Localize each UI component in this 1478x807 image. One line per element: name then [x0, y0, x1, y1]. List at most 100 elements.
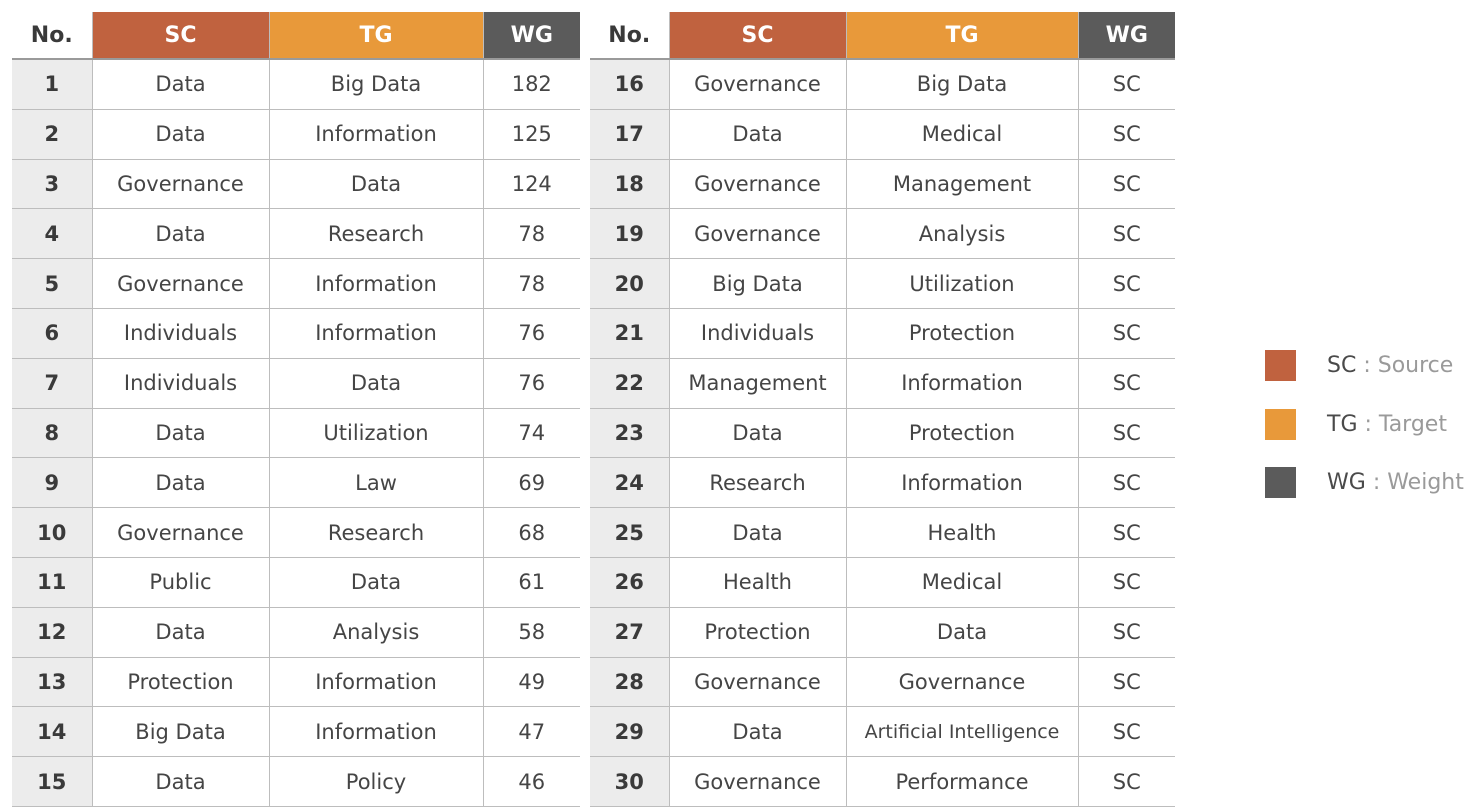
table-cell: Information — [269, 706, 484, 758]
table-cell: SC — [1078, 657, 1175, 708]
legend-label: TG : Target — [1327, 409, 1447, 440]
table-cell: 13 — [12, 657, 93, 708]
table-cell: Utilization — [846, 258, 1079, 309]
table-cell: Information — [846, 457, 1079, 509]
legend-key: TG — [1327, 412, 1358, 437]
table-cell: Health — [846, 507, 1079, 558]
table-cell: Public — [92, 557, 270, 608]
table-cell: Governance — [92, 258, 270, 309]
header-cell: SC — [92, 12, 270, 60]
table-row: 2 Data Information 125 — [12, 109, 580, 160]
table-row: 25 Data Health SC — [590, 507, 1175, 558]
table-cell: Law — [269, 457, 484, 509]
table-row: 14 Big Data Information 47 — [12, 706, 580, 758]
table-cell: 30 — [590, 756, 670, 807]
table-cell: 69 — [483, 457, 580, 509]
table-cell: 78 — [483, 258, 580, 309]
table-cell: 21 — [590, 308, 670, 359]
table-cell: 28 — [590, 657, 670, 708]
table-cell: Governance — [92, 159, 270, 210]
table-row: 17 Data Medical SC — [590, 109, 1175, 160]
table-cell: 22 — [590, 358, 670, 409]
table-row: 21 Individuals Protection SC — [590, 308, 1175, 359]
table-cell: Artificial Intelligence — [846, 706, 1079, 758]
data-table: No. SC TG WG 16 Governance Big Data SC 17 Data Med… — [590, 12, 1175, 807]
table-cell: Data — [669, 109, 847, 160]
header-cell: No. — [590, 12, 670, 60]
table-cell: Data — [92, 756, 270, 807]
table-cell: Data — [92, 457, 270, 509]
table-cell: Data — [92, 109, 270, 160]
table-cell: Big Data — [269, 59, 484, 110]
table-cell: Health — [669, 557, 847, 608]
table-cell: 27 — [590, 607, 670, 658]
table-cell: Information — [269, 657, 484, 708]
table-cell: Analysis — [269, 607, 484, 658]
table-cell: SC — [1078, 408, 1175, 459]
table-cell: SC — [1078, 507, 1175, 558]
table-row: 6 Individuals Information 76 — [12, 308, 580, 359]
table-row: 4 Data Research 78 — [12, 208, 580, 260]
table-cell: Data — [92, 208, 270, 260]
table-cell: Management — [846, 159, 1079, 210]
table-cell: 6 — [12, 308, 93, 359]
table-cell: SC — [1078, 457, 1175, 509]
table-cell: 7 — [12, 358, 93, 409]
table-row: 12 Data Analysis 58 — [12, 607, 580, 658]
table-cell: 24 — [590, 457, 670, 509]
table-cell: SC — [1078, 308, 1175, 359]
table-cell: Information — [269, 308, 484, 359]
table-cell: Protection — [669, 607, 847, 658]
table-cell: Data — [669, 408, 847, 459]
table-cell: Governance — [669, 657, 847, 708]
table-cell: SC — [1078, 258, 1175, 309]
legend-swatch — [1265, 409, 1296, 440]
table-cell: Information — [269, 109, 484, 160]
header-cell: TG — [269, 12, 484, 60]
table-cell: 4 — [12, 208, 93, 260]
table-cell: Research — [269, 507, 484, 558]
header-cell: SC — [669, 12, 847, 60]
table-cell: 49 — [483, 657, 580, 708]
table-cell: Management — [669, 358, 847, 409]
table-cell: Data — [846, 607, 1079, 658]
table-cell: 14 — [12, 706, 93, 758]
table-cell: Data — [269, 159, 484, 210]
header-row: No. SC TG WG — [590, 12, 1175, 60]
table-cell: Information — [846, 358, 1079, 409]
table-cell: Governance — [669, 756, 847, 807]
table-row: 20 Big Data Utilization SC — [590, 258, 1175, 309]
table-cell: Medical — [846, 109, 1079, 160]
table-cell: 58 — [483, 607, 580, 658]
table-cell: SC — [1078, 59, 1175, 110]
table-row: 8 Data Utilization 74 — [12, 408, 580, 459]
table-cell: Medical — [846, 557, 1079, 608]
table-cell: 19 — [590, 208, 670, 260]
table-cell: 26 — [590, 557, 670, 608]
table-cell: Big Data — [846, 59, 1079, 110]
table-cell: Individuals — [669, 308, 847, 359]
table-cell: 68 — [483, 507, 580, 558]
table-cell: Information — [269, 258, 484, 309]
header-cell: WG — [1078, 12, 1175, 60]
table-cell: 15 — [12, 756, 93, 807]
table-row: 28 Governance Governance SC — [590, 657, 1175, 708]
table-cell: Policy — [269, 756, 484, 807]
table-cell: Big Data — [92, 706, 270, 758]
table-cell: Research — [669, 457, 847, 509]
table-row: 22 Management Information SC — [590, 358, 1175, 409]
legend-swatch — [1265, 350, 1296, 381]
table-cell: Data — [669, 706, 847, 758]
table-cell: 16 — [590, 59, 670, 110]
table-cell: 61 — [483, 557, 580, 608]
table-cell: 125 — [483, 109, 580, 160]
legend-key: SC — [1327, 353, 1357, 378]
table-row: 13 Protection Information 49 — [12, 657, 580, 708]
table-row: 27 Protection Data SC — [590, 607, 1175, 658]
table-row: 24 Research Information SC — [590, 457, 1175, 509]
table-cell: SC — [1078, 756, 1175, 807]
legend-text: : Target — [1364, 412, 1447, 437]
table-cell: 3 — [12, 159, 93, 210]
table-cell: Performance — [846, 756, 1079, 807]
